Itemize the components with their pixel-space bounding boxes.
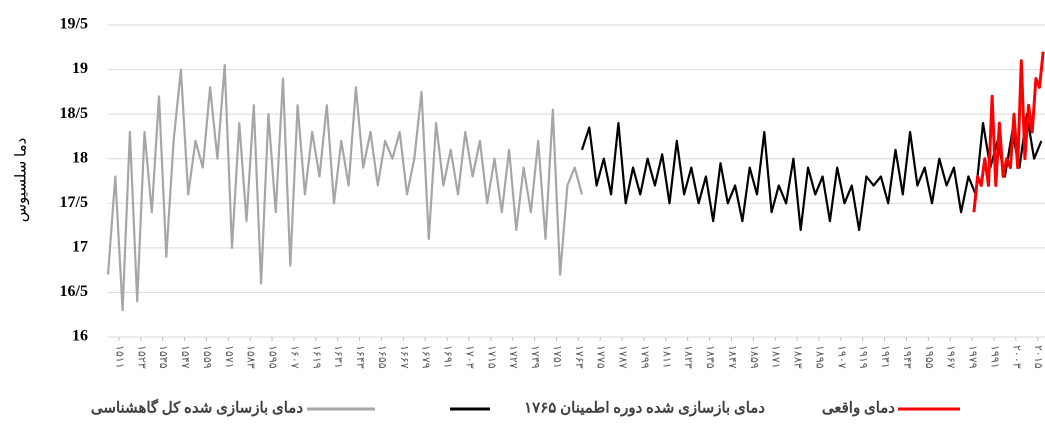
x-tick-label: ۱۷۵۱ [551,345,563,369]
x-tick-label: ۱۶۵۵ [376,345,388,369]
series-line [106,63,584,312]
x-tick-label: ۱۹۹۱ [988,345,1000,369]
y-tick-label: 18/5 [60,105,88,122]
legend-label: دمای بازسازی شده کل گاهشناسی [91,398,303,416]
x-tick-label: ۱۹۵۵ [923,345,935,369]
x-tick-label: ۱۵۱۱ [113,345,125,369]
series-line [580,112,1043,232]
x-tick-label: ۱۸۸۳ [792,345,804,369]
legend-label: دمای واقعی [822,400,895,416]
x-tick-label: ۱۸۲۳ [682,345,694,369]
x-tick-label: ۱۵۵۹ [201,345,213,369]
x-tick-label: ۱۸۵۹ [748,345,760,369]
x-tick-label: ۲۰۱۵ [1032,345,1044,369]
x-tick-label: ۱۵۹۵ [267,345,279,369]
x-tick-label: ۱۹۳۱ [879,345,891,369]
x-tick-label: ۱۷۲۷ [507,345,519,369]
series-line [972,51,1045,213]
x-tick-label: ۱۸۱۱ [660,345,672,369]
x-tick-label: ۱۶۱۹ [310,345,322,369]
y-tick-label: 19/5 [60,16,88,33]
y-tick-label: 17/5 [60,194,88,211]
x-tick-label: ۱۵۲۳ [135,345,147,369]
x-tick-label: ۱۶۳۱ [332,345,344,369]
x-tick-label: ۱۸۳۵ [704,345,716,369]
x-tick-label: ۱۶۷۹ [420,345,432,369]
y-tick-label: 19 [72,60,88,77]
y-tick-label: 18 [72,149,88,166]
y-axis-title: دما سلسیوس [13,138,29,223]
x-tick-label: ۱۹۱۹ [857,345,869,369]
x-tick-label: ۱۶۰۷ [288,345,300,369]
y-tick-label: 16 [72,328,88,345]
x-tick-label: ۱۶۶۷ [398,345,410,369]
x-tick-label: ۱۷۳۹ [529,345,541,369]
x-tick-label: ۱۶۹۱ [442,345,454,369]
x-tick-label: ۱۵۷۱ [223,345,235,369]
x-tick-label: ۱۹۷۹ [967,345,979,369]
x-tick-label: ۱۹۶۷ [945,345,957,369]
x-tick-label: ۱۷۱۵ [485,345,497,369]
x-tick-label: ۱۸۷۱ [770,345,782,369]
x-tick-label: ۱۹۴۳ [901,345,913,369]
x-tick-label: ۱۸۹۵ [813,345,825,369]
x-tick-label: ۱۷۶۳ [573,345,585,369]
x-tick-label: ۱۹۰۷ [835,345,847,369]
legend-label: دمای بازسازی شده دوره اطمینان ۱۷۶۵ [524,400,765,416]
x-tick-label: ۱۵۳۵ [157,345,169,369]
x-tick-label: ۱۵۸۳ [245,345,257,369]
y-tick-label: 16/5 [60,283,88,300]
x-tick-label: ۱۷۹۹ [638,345,650,369]
x-tick-label: ۱۷۰۳ [463,345,475,369]
y-tick-label: 17 [72,239,88,256]
x-tick-label: ۱۵۴۷ [179,345,191,369]
x-tick-label: ۲۰۰۳ [1010,345,1022,369]
x-tick-label: ۱۷۸۷ [617,345,629,369]
x-tick-label: ۱۷۷۵ [595,345,607,369]
x-tick-label: ۱۶۴۳ [354,345,366,369]
x-tick-label: ۱۸۴۷ [726,345,738,369]
